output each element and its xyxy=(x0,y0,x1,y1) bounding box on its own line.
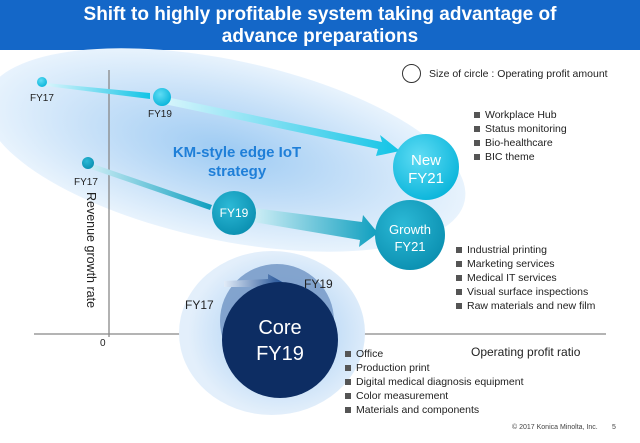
growth-fy17-label: FY17 xyxy=(74,177,98,188)
growth-business-list: Industrial printing Marketing services M… xyxy=(456,243,595,313)
strategy-label: KM-style edge IoT strategy xyxy=(152,143,322,181)
list-item: Medical IT services xyxy=(456,271,595,285)
new-business-list: Workplace Hub Status monitoring Bio-heal… xyxy=(474,108,567,164)
strategy-line-2: strategy xyxy=(207,163,267,180)
growth-arrow-fy17-fy19 xyxy=(88,163,212,210)
page-number: 5 xyxy=(612,424,616,431)
core-fy19-circle xyxy=(222,282,338,398)
legend-circle-icon xyxy=(402,64,421,83)
list-item: Digital medical diagnosis equipment xyxy=(345,375,524,389)
origin-label: 0 xyxy=(100,338,106,349)
new-arrow-fy17-fy19 xyxy=(46,83,150,99)
list-item: Status monitoring xyxy=(474,122,567,136)
legend: Size of circle : Operating profit amount xyxy=(402,64,608,83)
core-fy17-label: FY17 xyxy=(185,298,214,312)
title-line-1: Shift to highly profitable system taking… xyxy=(83,4,557,25)
growth-fy21-line-2: FY21 xyxy=(394,239,426,254)
list-item: Raw materials and new film xyxy=(456,299,595,313)
list-item: Production print xyxy=(345,361,524,375)
new-arrow-fy19-fy21 xyxy=(164,97,400,156)
growth-fy21-line-1: Growth xyxy=(389,222,431,237)
core-fy19-label: Core FY19 xyxy=(230,315,330,367)
growth-fy17-circle xyxy=(82,157,94,169)
new-fy19-circle xyxy=(153,88,171,106)
core-line-2: FY19 xyxy=(256,343,304,365)
growth-fy21-label: Growth FY21 xyxy=(375,221,445,255)
list-item: Industrial printing xyxy=(456,243,595,257)
list-item: Workplace Hub xyxy=(474,108,567,122)
list-item: Visual surface inspections xyxy=(456,285,595,299)
core-line-1: Core xyxy=(258,317,302,339)
list-item: Marketing services xyxy=(456,257,595,271)
title-line-2: advance preparations xyxy=(221,26,419,47)
list-item: Office xyxy=(345,347,524,361)
growth-fy21-circle xyxy=(375,200,445,270)
new-fy19-label: FY19 xyxy=(148,109,172,120)
core-business-list: Office Production print Digital medical … xyxy=(345,347,524,417)
strategy-line-1: KM-style edge IoT xyxy=(172,144,302,161)
growth-arrow-fy19-fy21 xyxy=(253,208,378,247)
legend-text: Size of circle : Operating profit amount xyxy=(429,67,608,80)
growth-fy19-label: FY19 xyxy=(212,205,256,221)
new-fy21-line-2: FY21 xyxy=(408,170,444,187)
new-fy21-circle xyxy=(393,134,459,200)
title-banner: Shift to highly profitable system taking… xyxy=(0,0,640,50)
new-fy21-line-1: New xyxy=(410,152,441,169)
list-item: Color measurement xyxy=(345,389,524,403)
new-fy21-label: New FY21 xyxy=(393,152,459,188)
list-item: BIC theme xyxy=(474,150,567,164)
new-fy17-label: FY17 xyxy=(30,93,54,104)
growth-fy19-text: FY19 xyxy=(219,206,249,220)
new-fy17-circle xyxy=(37,77,47,87)
growth-fy19-circle xyxy=(212,191,256,235)
list-item: Materials and components xyxy=(345,403,524,417)
y-axis-label: Revenue growth rate xyxy=(84,191,98,309)
list-item: Bio-healthcare xyxy=(474,136,567,150)
core-fy19-outer-label: FY19 xyxy=(304,277,333,291)
new-growth-region xyxy=(0,48,466,252)
copyright: © 2017 Konica Minolta, Inc. xyxy=(512,424,598,431)
